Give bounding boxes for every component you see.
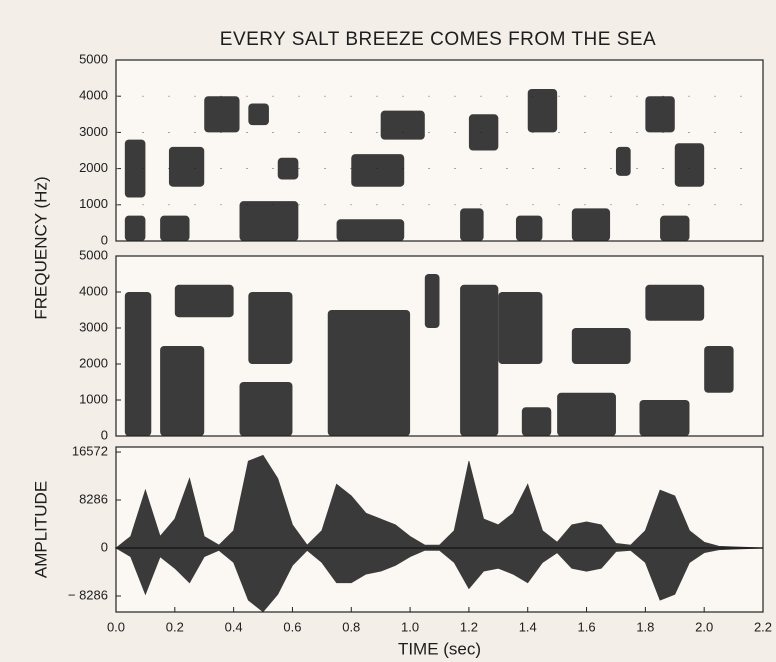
energy-region (328, 310, 410, 436)
y-tick-label: 0 (101, 427, 108, 442)
x-tick-label: 2.2 (754, 619, 772, 634)
energy-region (460, 208, 484, 241)
x-tick-label: 0.6 (283, 619, 301, 634)
energy-region (639, 400, 689, 436)
energy-region (160, 346, 204, 436)
y-tick-label: 4000 (79, 283, 108, 298)
x-tick-label: 1.4 (519, 619, 537, 634)
y-tick-label: 3000 (79, 124, 108, 139)
y-axis-title: FREQUENCY (Hz) (31, 176, 50, 319)
energy-region (240, 382, 293, 436)
energy-region (425, 274, 440, 328)
chart-title: EVERY SALT BREEZE COMES FROM THE SEA (220, 29, 656, 50)
y-tick-label: 4000 (79, 88, 108, 103)
energy-region (572, 208, 610, 241)
energy-region (522, 407, 551, 436)
energy-region (160, 216, 189, 241)
energy-region (516, 216, 542, 241)
y-axis-title: AMPLITUDE (31, 481, 50, 578)
energy-region (125, 216, 146, 241)
y-tick-label: 5000 (79, 247, 108, 262)
energy-region (175, 285, 234, 317)
energy-region (381, 111, 425, 140)
energy-region (240, 201, 299, 241)
x-axis-title: TIME (sec) (398, 639, 481, 658)
energy-region (675, 143, 704, 186)
x-tick-label: 0.8 (342, 619, 360, 634)
energy-region (337, 219, 405, 241)
y-tick-label: 8286 (79, 491, 108, 506)
energy-region (645, 285, 704, 321)
energy-region (169, 147, 204, 187)
y-tick-label: − 8286 (68, 587, 108, 602)
y-tick-label: 2000 (79, 355, 108, 370)
x-tick-label: 1.0 (401, 619, 419, 634)
x-tick-label: 2.0 (695, 619, 713, 634)
y-tick-label: 1000 (79, 391, 108, 406)
energy-region (248, 292, 292, 364)
figure: EVERY SALT BREEZE COMES FROM THE SEA 0 10… (0, 0, 776, 662)
plot-area (116, 60, 763, 241)
energy-region (248, 103, 269, 125)
x-tick-label: 0.4 (225, 619, 243, 634)
y-tick-label: 5000 (79, 51, 108, 66)
y-tick-label: 3000 (79, 319, 108, 334)
y-tick-label: 2000 (79, 160, 108, 175)
energy-region (704, 346, 733, 393)
energy-region (557, 393, 616, 436)
energy-region (469, 114, 498, 150)
x-tick-label: 1.8 (636, 619, 654, 634)
y-tick-label: 1000 (79, 196, 108, 211)
energy-region (278, 158, 299, 180)
energy-region (125, 292, 151, 436)
y-tick-label: 0 (101, 539, 108, 554)
x-tick-label: 0.0 (107, 619, 125, 634)
energy-region (572, 328, 631, 364)
energy-region (616, 147, 631, 176)
x-tick-label: 1.2 (460, 619, 478, 634)
energy-region (460, 285, 498, 436)
energy-region (528, 89, 557, 132)
y-tick-label: 16572 (72, 443, 108, 458)
energy-region (498, 292, 542, 364)
energy-region (125, 140, 146, 198)
energy-region (660, 216, 689, 241)
energy-region (204, 96, 239, 132)
energy-region (351, 154, 404, 187)
y-tick-label: 0 (101, 232, 108, 247)
x-tick-label: 0.2 (166, 619, 184, 634)
energy-region (645, 96, 674, 132)
x-tick-label: 1.6 (578, 619, 596, 634)
